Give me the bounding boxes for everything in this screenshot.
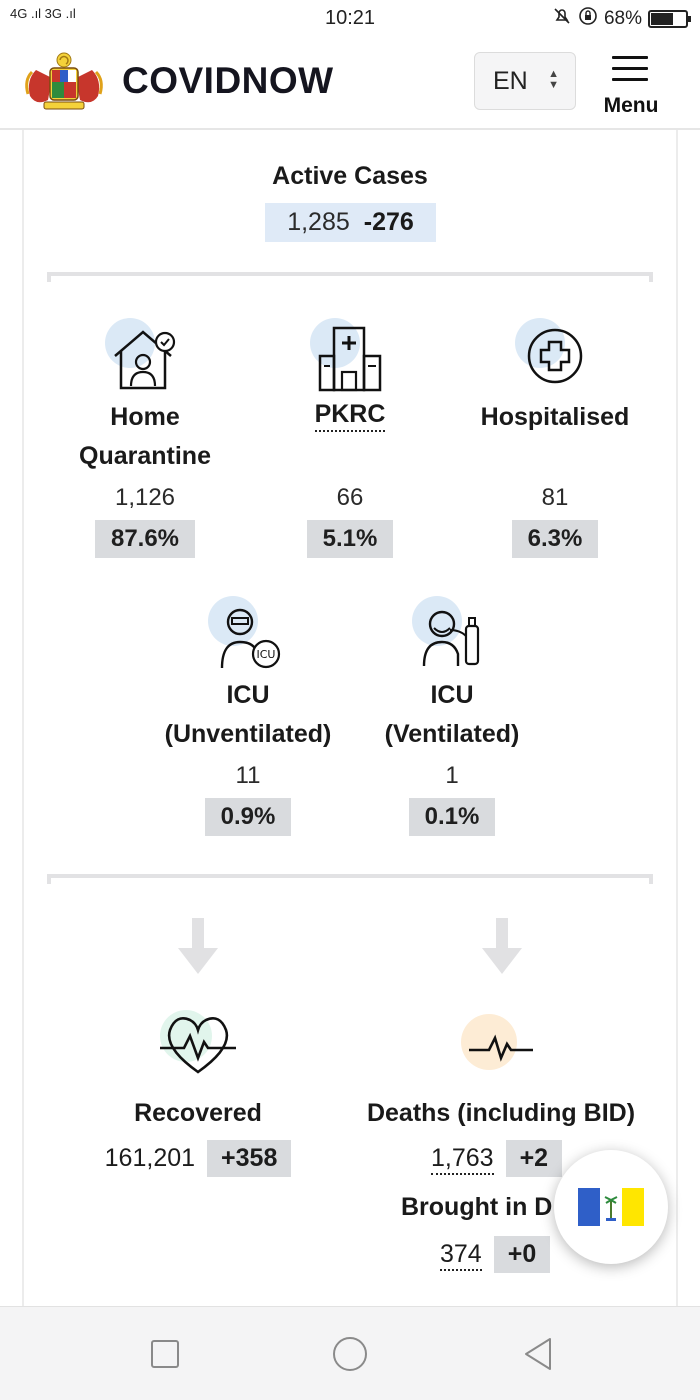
icu-unventilated-value: 11 <box>235 762 261 789</box>
tree-bracket-bottom <box>47 874 653 884</box>
clock: 10:21 <box>324 7 376 29</box>
tree-bracket-top <box>47 272 653 282</box>
back-icon[interactable] <box>522 1337 554 1371</box>
stat-pkrc: PKRC 66 5.1% <box>270 318 430 558</box>
state-flag-button[interactable] <box>554 1150 668 1264</box>
bid-delta: +0 <box>493 1236 551 1273</box>
deaths-value[interactable]: 1,763 <box>431 1143 494 1175</box>
recent-apps-icon[interactable] <box>150 1339 180 1369</box>
penang-flag-icon <box>578 1188 644 1226</box>
home-quarantine-label-2: Quarantine <box>79 442 211 470</box>
select-arrows-icon: ▲ ▼ <box>548 68 559 91</box>
down-arrow-icon <box>178 918 218 974</box>
active-cases-title: Active Cases <box>272 162 428 190</box>
bid-value[interactable]: 374 <box>440 1239 482 1271</box>
signal-indicator: 4G .ıl 3G .ıl <box>10 6 76 21</box>
battery-icon <box>648 10 691 28</box>
rotation-lock-icon <box>578 6 598 32</box>
icu-unventilated-percent: 0.9% <box>204 798 292 836</box>
silent-icon <box>552 6 572 32</box>
icu-ventilated-label: ICU <box>430 681 474 709</box>
stat-icu-ventilated: ICU (Ventilated) 1 0.1% <box>370 596 534 836</box>
menu-label: Menu <box>603 94 659 117</box>
status-right: 68% <box>552 6 691 32</box>
pkrc-value: 66 <box>336 484 364 511</box>
pkrc-label[interactable]: PKRC <box>314 398 386 432</box>
active-cases-delta: -276 <box>363 208 414 236</box>
hospitalised-percent: 6.3% <box>511 520 599 558</box>
battery-fill <box>651 13 674 25</box>
hospitalised-value: 81 <box>541 484 569 511</box>
card-border-left <box>22 130 24 1308</box>
svg-text:ICU: ICU <box>257 648 276 661</box>
card-border-right <box>676 130 678 1308</box>
language-value: EN <box>493 66 528 95</box>
hospitalised-label: Hospitalised <box>480 403 630 431</box>
deaths-row: 1,763 +2 <box>356 1140 646 1177</box>
outcome-recovered: Recovered 161,201 +358 <box>80 1008 316 1177</box>
deaths-delta: +2 <box>505 1140 563 1177</box>
coat-of-arms-logo[interactable] <box>22 50 106 114</box>
stat-home-quarantine: Home Quarantine 1,126 87.6% <box>60 318 230 558</box>
system-nav-bar <box>0 1306 700 1400</box>
stat-icu-unventilated: ICU ICU (Unventilated) 11 0.9% <box>150 596 346 836</box>
app-header: COVIDNOW EN ▲ ▼ Menu <box>0 38 700 130</box>
icu-doctor-icon: ICU <box>208 596 288 676</box>
bid-label: Brought in D <box>401 1193 553 1221</box>
status-bar: 4G .ıl 3G .ıl 10:21 68% <box>0 0 700 38</box>
icu-ventilated-label-2: (Ventilated) <box>384 720 520 748</box>
heart-pulse-icon <box>160 1010 236 1074</box>
bid-row: 374 +0 <box>356 1236 646 1273</box>
pkrc-percent: 5.1% <box>306 520 394 558</box>
home-quarantine-percent: 87.6% <box>94 520 196 558</box>
stat-hospitalised: Hospitalised 81 6.3% <box>470 318 640 558</box>
icu-unventilated-label-2: (Unventilated) <box>164 720 332 748</box>
icu-unventilated-label: ICU <box>226 681 270 709</box>
recovered-delta: +358 <box>207 1140 292 1177</box>
home-icon[interactable] <box>332 1336 368 1372</box>
active-cases-box: 1,285 -276 <box>265 203 436 242</box>
battery-percent: 68% <box>603 8 642 29</box>
recovered-value: 161,201 <box>104 1144 196 1172</box>
deaths-label: Deaths (including BID) <box>366 1099 636 1127</box>
ventilator-patient-icon <box>412 596 492 676</box>
pulse-line-icon <box>461 1014 533 1070</box>
recovered-row: 161,201 +358 <box>80 1140 316 1177</box>
icu-ventilated-value: 1 <box>445 762 459 789</box>
hospital-cross-icon <box>515 318 595 398</box>
home-quarantine-label: Home <box>110 403 180 431</box>
pkrc-building-icon <box>310 318 390 398</box>
language-select[interactable]: EN ▲ ▼ <box>474 52 576 110</box>
home-quarantine-icon <box>105 318 185 398</box>
outcome-deaths: Deaths (including BID) 1,763 +2 Brought … <box>356 1008 646 1273</box>
down-arrow-icon <box>482 918 522 974</box>
menu-button[interactable]: Menu <box>594 52 668 120</box>
active-cases-value: 1,285 <box>287 208 350 236</box>
home-quarantine-value: 1,126 <box>114 484 176 511</box>
icu-ventilated-percent: 0.1% <box>408 798 496 836</box>
brand-title[interactable]: COVIDNOW <box>122 60 334 101</box>
hamburger-icon <box>612 56 648 89</box>
recovered-label: Recovered <box>134 1099 262 1127</box>
